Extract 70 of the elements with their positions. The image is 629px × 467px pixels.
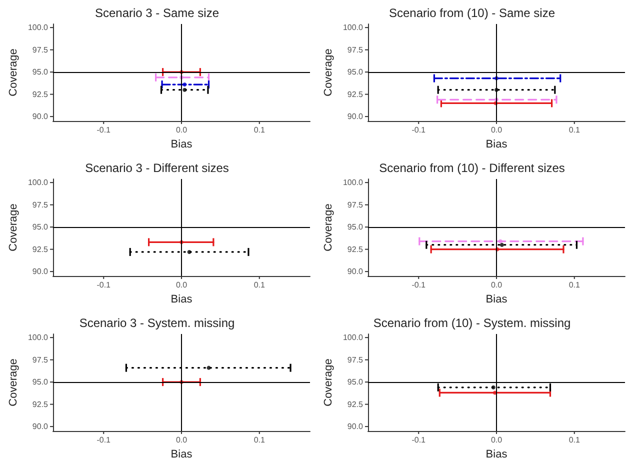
- y-tick-label: 92.5: [32, 400, 49, 409]
- y-tick-label: 92.5: [347, 90, 364, 99]
- y-tick-label: 97.5: [32, 355, 49, 364]
- point: [182, 88, 187, 92]
- chart-title: Scenario from (10) - System. missing: [373, 316, 571, 330]
- y-axis-title: Coverage: [322, 204, 334, 252]
- x-axis-title: Bias: [170, 138, 193, 150]
- y-tick-label: 100.0: [342, 178, 364, 188]
- x-axis-title: Bias: [486, 294, 508, 306]
- y-axis-title: Coverage: [8, 48, 20, 96]
- x-tick-label: 0.1: [254, 280, 266, 290]
- x-tick-label: 0.0: [176, 280, 188, 290]
- y-axis-title: Coverage: [322, 358, 334, 406]
- y-tick-label: 90.0: [32, 267, 49, 276]
- y-tick-label: 95.0: [347, 68, 364, 77]
- x-tick-label: -0.1: [96, 280, 112, 290]
- y-tick-label: 100.0: [28, 178, 49, 188]
- x-axis-title: Bias: [486, 138, 508, 150]
- y-tick-label: 92.5: [32, 244, 49, 254]
- x-tick-label: 0.0: [176, 436, 188, 444]
- y-tick-label: 90.0: [347, 267, 364, 276]
- y-axis-title: Coverage: [322, 48, 334, 96]
- x-tick-label: -0.1: [96, 436, 112, 444]
- y-tick-label: 90.0: [32, 112, 49, 122]
- x-tick-label: -0.1: [412, 280, 426, 290]
- x-tick-label: 0.0: [490, 280, 503, 290]
- y-tick-label: 95.0: [347, 378, 364, 387]
- chart-title: Scenario from (10) - Same size: [388, 6, 556, 20]
- y-tick-label: 97.5: [347, 45, 364, 54]
- x-tick-label: 0.0: [490, 126, 503, 134]
- y-tick-label: 90.0: [347, 422, 364, 432]
- y-tick-label: 92.5: [32, 90, 49, 99]
- x-tick-label: -0.1: [412, 126, 426, 134]
- point: [498, 239, 502, 244]
- y-tick-label: 90.0: [32, 422, 49, 432]
- chart-title: Scenario 3 - Different sizes: [85, 161, 229, 175]
- y-tick-label: 100.0: [342, 23, 364, 32]
- y-tick-label: 97.5: [32, 200, 49, 210]
- y-axis-title: Coverage: [8, 358, 20, 406]
- y-tick-label: 97.5: [347, 355, 364, 364]
- x-tick-label: 0.0: [490, 436, 503, 444]
- y-tick-label: 100.0: [28, 333, 49, 342]
- chart-title: Scenario 3 - System. missing: [79, 316, 235, 330]
- y-tick-label: 97.5: [32, 45, 49, 54]
- x-axis-title: Bias: [170, 294, 193, 306]
- y-tick-label: 95.0: [32, 222, 49, 232]
- point: [182, 82, 187, 87]
- x-tick-label: 0.1: [568, 280, 580, 290]
- chart-title: Scenario 3 - Same size: [94, 6, 220, 20]
- y-axis-title: Coverage: [8, 204, 20, 252]
- x-tick-label: 0.1: [254, 436, 266, 444]
- y-tick-label: 95.0: [347, 222, 364, 232]
- y-tick-label: 92.5: [347, 400, 364, 409]
- x-tick-label: 0.1: [568, 436, 580, 444]
- y-tick-label: 95.0: [32, 68, 49, 77]
- y-tick-label: 90.0: [347, 112, 364, 122]
- y-tick-label: 92.5: [347, 244, 364, 254]
- x-tick-label: 0.1: [568, 126, 580, 134]
- y-tick-label: 95.0: [32, 378, 49, 387]
- x-tick-label: 0.1: [254, 126, 266, 134]
- point: [500, 242, 504, 247]
- x-tick-label: -0.1: [412, 436, 426, 444]
- chart-title: Scenario from (10) - Different sizes: [379, 161, 565, 175]
- x-axis-title: Bias: [170, 448, 193, 460]
- y-tick-label: 100.0: [342, 333, 364, 342]
- x-tick-label: 0.0: [176, 126, 188, 134]
- x-axis-title: Bias: [486, 448, 508, 460]
- x-tick-label: -0.1: [96, 126, 112, 134]
- y-tick-label: 97.5: [347, 200, 364, 210]
- y-tick-label: 100.0: [28, 23, 49, 32]
